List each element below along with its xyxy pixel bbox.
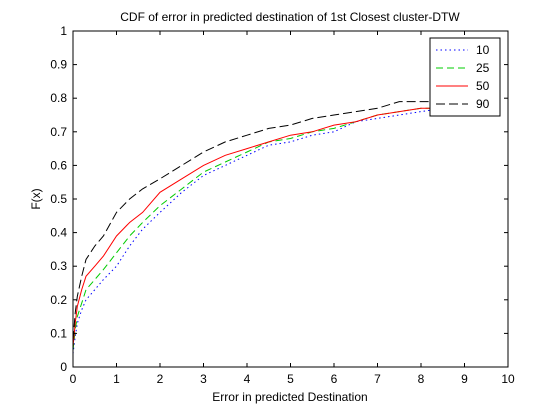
- y-tick-label: 0.8: [50, 91, 67, 105]
- y-tick-label: 0.4: [50, 226, 67, 240]
- x-tick-label: 4: [244, 372, 251, 386]
- series-line-50: [72, 107, 443, 347]
- y-tick-label: 0.6: [50, 158, 67, 172]
- series-line-25: [72, 107, 443, 351]
- y-tick-label: 0.3: [50, 259, 67, 273]
- series-layer: [72, 101, 443, 354]
- y-tick-label: 0.9: [50, 58, 67, 72]
- y-tick-label: 1: [60, 24, 67, 38]
- x-tick-label: 10: [501, 372, 515, 386]
- x-axis-ticks: 0 1 2 3 4 5 6 7 8 9 10: [70, 31, 515, 386]
- x-tick-label: 9: [461, 372, 468, 386]
- x-tick-label: 5: [287, 372, 294, 386]
- x-tick-label: 8: [418, 372, 425, 386]
- y-tick-label: 0.1: [50, 326, 67, 340]
- legend-label-25: 25: [476, 61, 490, 75]
- y-tick-label: 0.2: [50, 293, 67, 307]
- chart-title: CDF of error in predicted destination of…: [120, 10, 460, 24]
- legend: 10 25 50 90: [429, 37, 501, 117]
- x-tick-label: 6: [331, 372, 338, 386]
- x-tick-label: 7: [374, 372, 381, 386]
- legend-box: [429, 37, 501, 117]
- series-line-90: [72, 101, 443, 341]
- legend-label-50: 50: [476, 79, 490, 93]
- legend-label-10: 10: [476, 43, 490, 57]
- y-axis-label: F(x): [29, 188, 43, 209]
- y-tick-label: 0: [60, 360, 67, 374]
- x-tick-label: 3: [200, 372, 207, 386]
- x-tick-label: 0: [70, 372, 77, 386]
- y-tick-label: 0.7: [50, 125, 67, 139]
- x-tick-label: 2: [157, 372, 164, 386]
- y-tick-label: 0.5: [50, 192, 67, 206]
- legend-label-90: 90: [476, 97, 490, 111]
- y-axis-ticks: 0 0.1 0.2 0.3 0.4 0.5 0.6 0.7 0.8 0.9 1: [50, 24, 508, 374]
- x-tick-label: 1: [113, 372, 120, 386]
- x-axis-label: Error in predicted Destination: [212, 390, 367, 404]
